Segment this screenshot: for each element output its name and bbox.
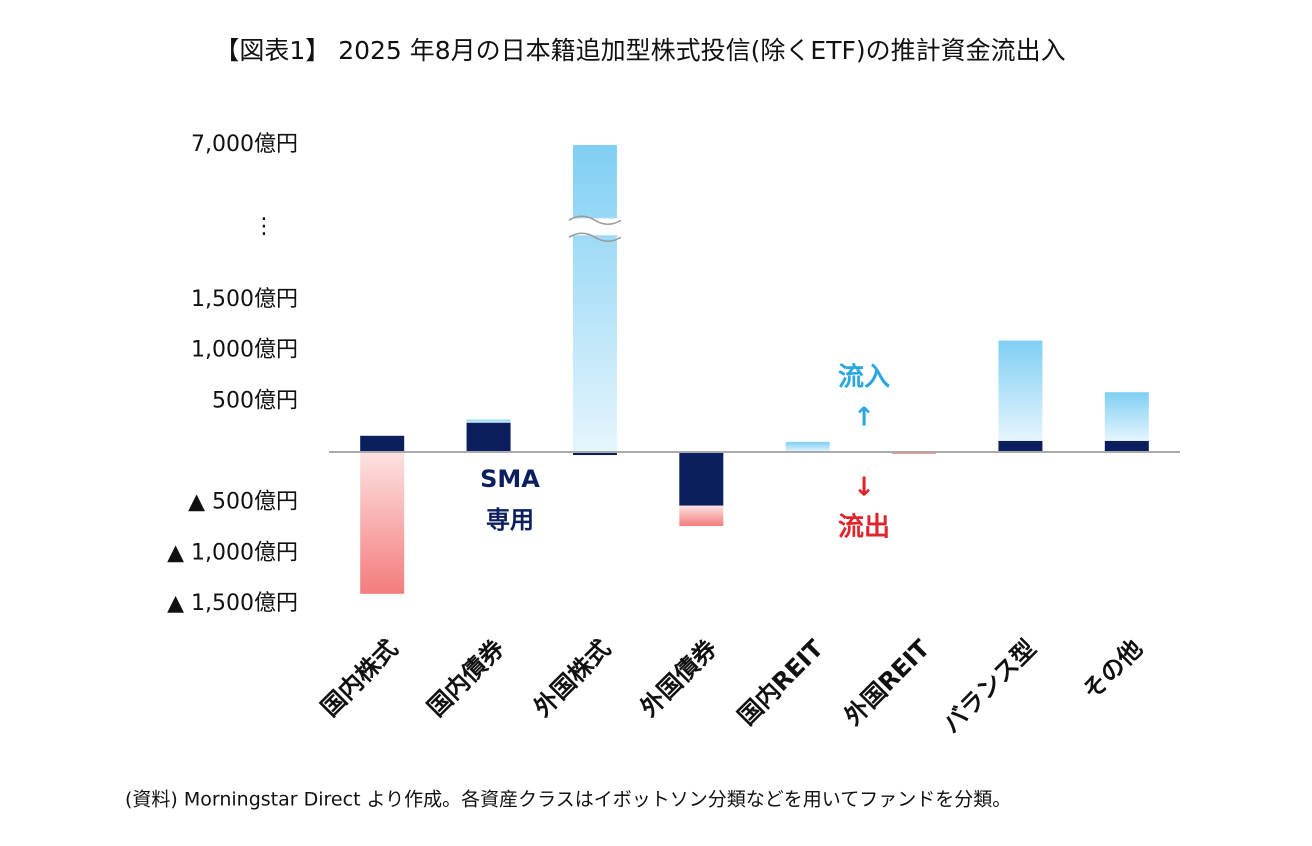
- axis-break: [568, 218, 621, 236]
- y-tick-label: ▲ 1,000億円: [167, 540, 298, 565]
- y-tick-label: 1,500億円: [191, 287, 298, 312]
- bar: [1104, 440, 1149, 452]
- axis-break-line: [568, 232, 622, 243]
- annotation: 流出: [838, 513, 890, 543]
- y-tick-label: ▲ 1,500億円: [167, 591, 298, 616]
- annotation: ↑: [853, 403, 875, 433]
- y-break-label: ⋮: [253, 214, 275, 239]
- bar: [892, 452, 937, 455]
- bar: [360, 435, 405, 452]
- annotation: 専用: [486, 506, 534, 534]
- axis-break-line: [568, 215, 622, 226]
- note: (資料) Morningstar Direct より作成。各資産クラスはイボット…: [125, 789, 1011, 811]
- annotation: 流入: [838, 363, 890, 393]
- bar: [679, 452, 724, 506]
- bar: [572, 452, 617, 456]
- chart-title: 【図表1】 2025 年8月の日本籍追加型株式投信(除くETF)の推計資金流出入: [214, 36, 1065, 65]
- y-tick-label: ▲ 500億円: [188, 490, 298, 515]
- y-tick-label: 500億円: [212, 388, 298, 413]
- bar: [466, 422, 511, 452]
- bar: [360, 452, 405, 594]
- annotation: ↓: [853, 473, 875, 503]
- bar: [1104, 392, 1149, 441]
- annotation: SMA: [480, 465, 540, 493]
- y-tick-label: 1,000億円: [191, 338, 298, 363]
- bar: [466, 419, 511, 423]
- bar: [572, 145, 617, 452]
- bar: [998, 340, 1043, 441]
- bar: [679, 505, 724, 526]
- bar: [998, 440, 1043, 452]
- y-tick-label: 7,000億円: [191, 132, 298, 157]
- bar: [785, 441, 830, 452]
